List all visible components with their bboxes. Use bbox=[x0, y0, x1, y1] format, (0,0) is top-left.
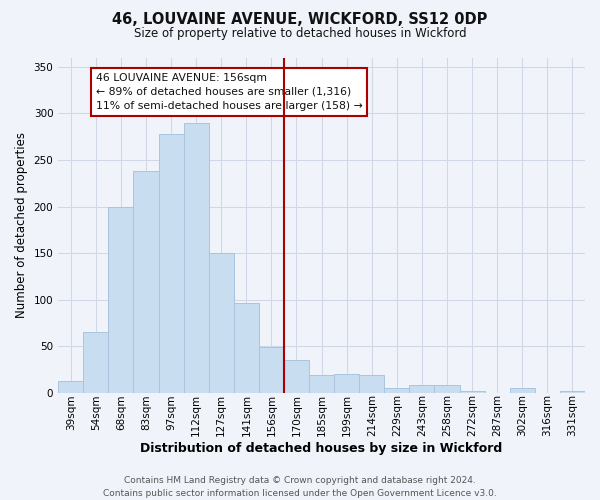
Bar bbox=[385, 388, 409, 393]
Bar bbox=[460, 391, 485, 393]
Text: 46 LOUVAINE AVENUE: 156sqm
← 89% of detached houses are smaller (1,316)
11% of s: 46 LOUVAINE AVENUE: 156sqm ← 89% of deta… bbox=[96, 72, 362, 112]
Text: 46, LOUVAINE AVENUE, WICKFORD, SS12 0DP: 46, LOUVAINE AVENUE, WICKFORD, SS12 0DP bbox=[112, 12, 488, 28]
Bar bbox=[83, 332, 109, 393]
Bar bbox=[58, 381, 83, 393]
Bar bbox=[510, 388, 535, 393]
Bar bbox=[259, 348, 284, 393]
Bar bbox=[560, 391, 585, 393]
Text: Contains HM Land Registry data © Crown copyright and database right 2024.
Contai: Contains HM Land Registry data © Crown c… bbox=[103, 476, 497, 498]
Y-axis label: Number of detached properties: Number of detached properties bbox=[15, 132, 28, 318]
Bar bbox=[434, 386, 460, 393]
Bar bbox=[334, 374, 359, 393]
Bar bbox=[309, 375, 334, 393]
Bar bbox=[284, 360, 309, 393]
Bar bbox=[133, 171, 158, 393]
Bar bbox=[158, 134, 184, 393]
Bar bbox=[109, 206, 133, 393]
Text: Size of property relative to detached houses in Wickford: Size of property relative to detached ho… bbox=[134, 28, 466, 40]
Bar bbox=[184, 122, 209, 393]
X-axis label: Distribution of detached houses by size in Wickford: Distribution of detached houses by size … bbox=[140, 442, 503, 455]
Bar bbox=[209, 253, 234, 393]
Bar bbox=[409, 386, 434, 393]
Bar bbox=[234, 302, 259, 393]
Bar bbox=[359, 375, 385, 393]
